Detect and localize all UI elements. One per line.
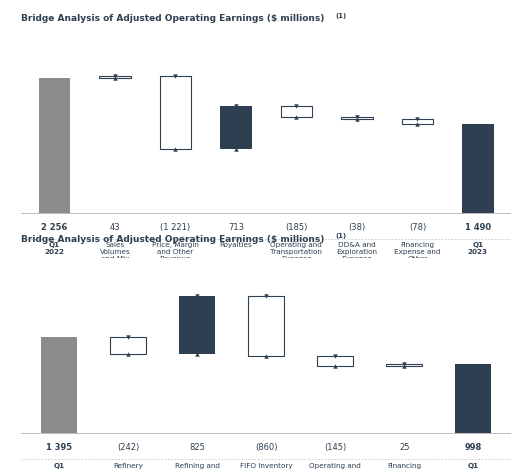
Bar (38, 78, 70, 213)
Bar (317, 356, 353, 366)
Text: Refining and
Marketing
Margin: Refining and Marketing Margin (174, 463, 220, 469)
Bar (462, 124, 494, 213)
Text: (185): (185) (285, 223, 308, 232)
Bar (341, 117, 373, 120)
Bar (220, 106, 251, 149)
Text: 998: 998 (465, 443, 482, 452)
Text: DD&A and
Exploration
Expense: DD&A and Exploration Expense (336, 242, 377, 263)
Text: 43: 43 (110, 223, 120, 232)
Text: 713: 713 (228, 223, 244, 232)
Text: Price, Margin
and Other
Revenue: Price, Margin and Other Revenue (152, 242, 199, 263)
Text: Financing
Expense and
Other: Financing Expense and Other (394, 242, 441, 263)
Text: (860): (860) (255, 443, 277, 452)
Bar (99, 76, 131, 78)
Text: Royalties: Royalties (220, 242, 252, 249)
Text: Bridge Analysis of Adjusted Operating Earnings ($ millions): Bridge Analysis of Adjusted Operating Ea… (21, 234, 325, 244)
Text: FIFO Inventory
Valuation and
Commodity Risk
Management: FIFO Inventory Valuation and Commodity R… (237, 463, 296, 469)
Text: (1): (1) (336, 233, 347, 239)
Bar (179, 296, 215, 354)
Text: (78): (78) (409, 223, 426, 232)
Text: 825: 825 (189, 443, 205, 452)
Bar (110, 337, 146, 354)
Bar (455, 364, 491, 433)
Text: Q1
2022: Q1 2022 (49, 463, 69, 469)
Bar (402, 120, 433, 124)
Text: 25: 25 (399, 443, 409, 452)
Bar (160, 76, 191, 149)
Text: Q1
2023: Q1 2023 (468, 242, 488, 256)
Text: Operating and
Transportation
Expense and
DD&A: Operating and Transportation Expense and… (309, 463, 361, 469)
Text: (1 221): (1 221) (160, 223, 190, 232)
Text: Bridge Analysis of Adjusted Operating Earnings ($ millions): Bridge Analysis of Adjusted Operating Ea… (21, 14, 325, 23)
Bar (386, 364, 422, 366)
Text: Operating and
Transportation
Expense: Operating and Transportation Expense (270, 242, 323, 263)
Text: Refinery
Production: Refinery Production (109, 463, 148, 469)
Text: (145): (145) (324, 443, 346, 452)
Bar (281, 106, 312, 117)
Bar (41, 337, 77, 433)
Text: (38): (38) (348, 223, 366, 232)
Text: Financing
Expense and
Other: Financing Expense and Other (381, 463, 427, 469)
Text: Q1
2023: Q1 2023 (463, 463, 483, 469)
Text: Sales
Volumes
and Mix: Sales Volumes and Mix (100, 242, 130, 263)
Text: 1 490: 1 490 (465, 223, 491, 232)
Bar (248, 296, 284, 356)
Text: 1 395: 1 395 (46, 443, 72, 452)
Text: (242): (242) (117, 443, 139, 452)
Text: 2 256: 2 256 (41, 223, 67, 232)
Text: Q1
2022: Q1 2022 (44, 242, 64, 256)
Text: (1): (1) (336, 13, 347, 19)
